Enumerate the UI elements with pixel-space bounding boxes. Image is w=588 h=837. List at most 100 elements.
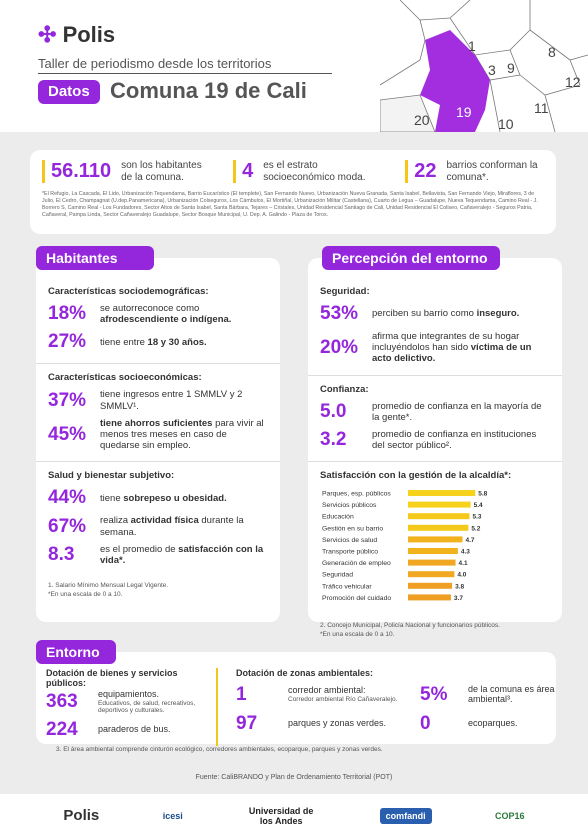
stat-row: 53% perciben su barrio como inseguro. <box>320 303 550 325</box>
source: Fuente: CaliBRANDO y Plan de Ordenamient… <box>195 774 393 781</box>
stat-text-part: promedio de confianza en la mayoría de l… <box>372 400 542 423</box>
stat-text: equipamientos. Educativos, de salud, recr… <box>98 689 206 714</box>
bar <box>408 571 455 578</box>
stat-value: 5% <box>420 684 448 705</box>
value-label: 4.7 <box>466 537 475 544</box>
map-label: 10 <box>498 116 514 132</box>
bar <box>408 560 456 567</box>
stat-row: 3.2 promedio de confianza en institucione… <box>320 429 550 451</box>
stat-row: 5% de la comuna es área ambiental³. <box>420 684 570 706</box>
notes: 1. Salario Mínimo Mensual Legal Vigente.… <box>36 576 280 605</box>
stat-value: 363 <box>46 691 78 713</box>
rule <box>38 73 332 74</box>
entorno-heading: Dotación de zonas ambientales: <box>236 668 374 678</box>
chart-section: Satisfacción con la gestión de la alcald… <box>308 461 562 616</box>
stat-text-part: tiene ahorros suficientes <box>100 417 213 429</box>
map-label: 11 <box>534 100 549 116</box>
stat-value: 45% <box>48 423 87 445</box>
stat-text-part: realiza <box>100 515 131 527</box>
bar <box>408 536 463 543</box>
value-label: 5.3 <box>472 514 481 521</box>
stat-row: 67% realiza actividad física durante la s… <box>48 515 268 537</box>
stat-text: tiene ahorros suficientes para vivir al … <box>100 418 268 452</box>
tag: Datos <box>38 80 100 104</box>
category-label: Promoción del cuidado <box>322 595 391 602</box>
value-label: 5.8 <box>478 491 487 498</box>
summary-text: barrios conforman la comuna*. <box>446 160 538 183</box>
stat-text: ecoparques. <box>468 718 518 729</box>
stat-main: equipamientos. <box>98 689 160 699</box>
category-label: Educación <box>322 514 354 521</box>
category-label: Generación de empleo <box>322 561 391 568</box>
note: *En una escala de 0 a 10. <box>320 630 395 638</box>
map-label: 20 <box>414 112 430 128</box>
section: Confianza: 5.0 promedio de confianza en la… <box>308 374 562 462</box>
section-heading: Confianza: <box>320 383 369 395</box>
habitantes-card: Características sociodemográficas: 18% se … <box>36 258 280 622</box>
summary-item: 22 barrios conforman la comuna*. <box>405 160 566 183</box>
stat-row: 97 parques y zonas verdes. <box>236 713 406 735</box>
summary-row: 56.110 son los habitantes de la comuna. 4 e… <box>42 160 544 183</box>
summary-text: es el estrato socioeconómico moda. <box>263 160 366 183</box>
category-label: Servicios públicos <box>322 503 377 510</box>
stat-text: realiza actividad física durante la sema… <box>100 515 268 537</box>
summary-item: 4 es el estrato socioeconómico moda. <box>233 160 383 183</box>
section: Características socioeconómicas: 37% tiene… <box>36 363 280 461</box>
logo: Polis <box>63 807 100 824</box>
subtitle: Taller de periodismo desde los territori… <box>38 56 272 71</box>
chart-title: Satisfacción con la gestión de la alcald… <box>320 470 512 482</box>
category-label: Parques, esp. públicos <box>322 491 391 498</box>
stat-row: 37% tiene ingresos entre 1 SMMLV y 2 SMML… <box>48 389 268 411</box>
stat-row: 0 ecoparques. <box>420 713 570 735</box>
percepcion-card: Seguridad: 53% perciben su barrio como ins… <box>308 258 562 638</box>
stat-row: 44% tiene sobrepeso u obesidad. <box>48 487 268 509</box>
value-label: 4.0 <box>457 572 466 579</box>
stat-text-part: es el promedio de <box>100 543 179 555</box>
category-label: Transporte público <box>322 549 378 556</box>
stat-value: 44% <box>48 487 87 509</box>
value-label: 3.8 <box>455 584 464 591</box>
stat-row: 8.3 es el promedio de satisfacción con la… <box>48 544 268 566</box>
entorno-left: Dotación de bienes y servicios públicos:… <box>46 668 218 747</box>
section: Salud y bienestar subjetivo: 44% tiene sob… <box>36 461 280 576</box>
category-label: Tráfico vehicular <box>322 584 372 591</box>
stat-text-part: para vivir al menos tres meses en caso d… <box>100 417 264 452</box>
section-tab: Entorno <box>36 640 116 664</box>
note: 1. Salario Mínimo Mensual Legal Vigente. <box>48 582 169 590</box>
stat-text-part: durante la semana. <box>100 515 244 538</box>
stat-text-part: 18 y 30 años. <box>147 336 207 348</box>
stat-text: paraderos de bus. <box>98 724 171 735</box>
entorno-note: 3. El área ambiental comprende cinturón … <box>56 746 383 754</box>
footer: Polis icesi Universidad de los Andes comfan… <box>0 794 588 837</box>
title: Comuna 19 de Cali <box>110 78 307 103</box>
note: 2. Concejo Municipal, Policía Nacional y… <box>320 622 500 630</box>
stat-text-part: perciben su barrio como <box>372 308 477 320</box>
stat-text: se autorreconoce como afrodescendiente o… <box>100 303 268 325</box>
section-heading: Seguridad: <box>320 286 370 297</box>
stat-row: 5.0 promedio de confianza en la mayoría d… <box>320 401 550 423</box>
bar <box>408 490 476 497</box>
stat-text-part: satisfacción con la vida*. <box>100 543 264 567</box>
brand-text: Polis <box>62 22 116 47</box>
stat-text-part: promedio de confianza en instituciones d… <box>372 429 537 452</box>
summary-value: 4 <box>242 160 254 182</box>
stat-main: corredor ambiental: <box>288 685 366 696</box>
map-label: 8 <box>548 44 556 60</box>
entorno-wrap: Dotación de bienes y servicios públicos:… <box>36 652 556 747</box>
map <box>380 0 588 132</box>
stat-main: de la comuna es área ambiental³. <box>468 684 555 704</box>
logo: comfandi <box>379 807 432 824</box>
bar <box>408 502 471 509</box>
chart: Parques, esp. públicos 5.8 Servicios públi… <box>322 490 488 602</box>
stat-text-part: tiene ingresos entre 1 SMMLV y 2 SMMLV¹. <box>100 389 243 412</box>
stat-text-part: se autorreconoce como <box>100 303 200 314</box>
notes: 2. Concejo Municipal, Policía Nacional y… <box>308 616 562 645</box>
category-label: Seguridad <box>322 572 353 579</box>
stat-value: 8.3 <box>48 544 75 566</box>
stat-text-part: actividad física <box>130 515 199 527</box>
value-label: 4.1 <box>459 561 468 568</box>
stat-text-part: tiene <box>100 492 124 504</box>
stat-value: 224 <box>46 719 78 741</box>
map-label: 9 <box>507 60 515 76</box>
